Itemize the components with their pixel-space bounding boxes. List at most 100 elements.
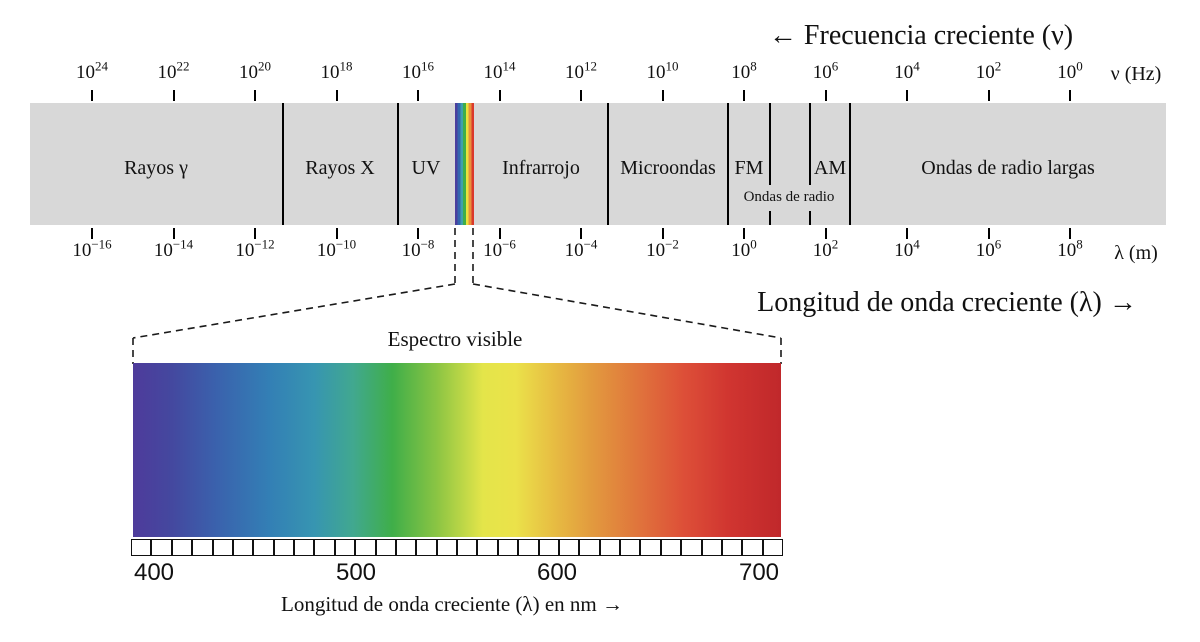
region-label-microondas: Microondas <box>620 157 716 179</box>
wavelength-tick-3 <box>335 228 338 239</box>
frequency-tick-11 <box>987 90 990 101</box>
frequency-label-7: 1010 <box>646 58 679 83</box>
ruler-cell-25 <box>640 539 661 556</box>
wavelength-label-0: 10−16 <box>72 236 112 261</box>
visible-light-strip <box>455 103 474 225</box>
band-divider-0 <box>282 103 284 225</box>
frequency-label-3: 1018 <box>320 58 353 83</box>
frequency-tick-6 <box>580 90 582 101</box>
wavelength-label-7: 10−2 <box>646 236 679 261</box>
frequency-tick-8 <box>743 90 745 101</box>
frequency-tick-1 <box>172 90 175 101</box>
region-label-uv: UV <box>411 157 441 179</box>
wavelength-tick-11 <box>987 228 990 239</box>
ruler-cell-5 <box>232 539 254 556</box>
frequency-axis-unit: ν (Hz) <box>1110 63 1162 85</box>
frequency-tick-10 <box>906 90 908 101</box>
frequency-label-12: 100 <box>1057 58 1083 83</box>
ruler-cell-11 <box>355 539 376 556</box>
region-label-am: AM <box>813 157 847 179</box>
ruler-cell-20 <box>538 539 559 556</box>
band-divider-1 <box>397 103 399 225</box>
ruler-cell-17 <box>477 539 498 556</box>
wavelength-tick-0 <box>91 228 93 239</box>
ruler-cell-12 <box>375 539 396 556</box>
wavelength-label-6: 10−4 <box>564 236 598 261</box>
wavelength-label-2: 10−12 <box>235 236 275 261</box>
wavelength-tick-8 <box>743 228 745 239</box>
wavelength-axis-unit: λ (m) <box>1114 242 1158 264</box>
ruler-cell-10 <box>334 539 356 556</box>
region-label-rayos-x: Rayos X <box>305 157 375 179</box>
nm-label-500: 500 <box>335 559 377 586</box>
wavelength-direction-heading: Longitud de onda creciente (λ) → <box>757 287 1137 318</box>
ruler-cell-22 <box>579 539 600 556</box>
frequency-label-4: 1016 <box>402 58 434 83</box>
region-label-fm: FM <box>734 157 764 179</box>
band-divider-3 <box>727 103 729 225</box>
frequency-tick-7 <box>661 90 664 101</box>
visible-spectrum-gradient <box>133 363 781 537</box>
band-divider-4-upper <box>769 103 771 185</box>
ruler-cell-23 <box>599 539 620 556</box>
wavelength-label-1: 10−14 <box>153 236 194 261</box>
wavelength-label-3: 10−10 <box>316 236 357 261</box>
wavelength-tick-5 <box>498 228 501 239</box>
frequency-label-6: 1012 <box>565 58 597 83</box>
frequency-tick-9 <box>824 90 827 101</box>
ruler-cell-16 <box>457 539 478 556</box>
ruler-cell-31 <box>762 539 783 556</box>
frequency-label-10: 104 <box>894 58 920 83</box>
frequency-label-2: 1020 <box>239 58 271 83</box>
ruler-cell-14 <box>416 539 437 556</box>
frequency-label-1: 1022 <box>157 58 190 83</box>
frequency-tick-2 <box>254 90 256 101</box>
region-label-rayos-gamma: Rayos γ <box>124 157 188 179</box>
frequency-tick-4 <box>417 90 419 101</box>
ruler-cell-30 <box>742 539 763 556</box>
ruler-cell-27 <box>681 539 702 556</box>
ruler-cell-15 <box>436 539 457 556</box>
visible-spectrum-title: Espectro visible <box>387 327 523 351</box>
frequency-tick-3 <box>335 90 338 101</box>
frequency-direction-heading: ← Frecuencia creciente (ν) <box>768 20 1074 51</box>
wavelength-label-5: 10−6 <box>483 236 516 261</box>
ruler-cell-9 <box>314 539 335 556</box>
nm-ruler <box>131 539 783 556</box>
frequency-label-8: 108 <box>731 58 757 83</box>
ruler-cell-19 <box>518 539 539 556</box>
band-divider-4-lower <box>769 211 771 225</box>
ruler-cell-21 <box>558 539 580 556</box>
frequency-label-0: 1024 <box>76 58 108 83</box>
ruler-cell-8 <box>294 539 315 556</box>
wavelength-tick-10 <box>906 228 908 239</box>
wavelength-tick-4 <box>417 228 419 239</box>
frequency-label-9: 106 <box>812 58 839 83</box>
frequency-tick-5 <box>498 90 501 101</box>
ruler-cell-26 <box>660 539 682 556</box>
spectrum-band: Rayos γ Rayos X UV Infrarrojo Microondas FM AM… <box>30 103 1166 225</box>
ruler-cell-1 <box>151 539 172 556</box>
wavelength-tick-7 <box>661 228 664 239</box>
ruler-cell-7 <box>273 539 294 556</box>
wavelength-tick-6 <box>580 228 582 239</box>
region-label-ondas-de-radio: Ondas de radio <box>743 189 835 205</box>
frequency-tick-0 <box>91 90 93 101</box>
ruler-cell-6 <box>253 539 274 556</box>
nm-label-700: 700 <box>738 559 780 586</box>
band-divider-5-upper <box>809 103 811 185</box>
band-divider-5-lower <box>809 211 811 225</box>
wavelength-label-4: 10−8 <box>401 236 435 261</box>
ruler-cell-28 <box>701 539 722 556</box>
wavelength-label-12: 108 <box>1057 236 1083 261</box>
wavelength-tick-9 <box>824 228 827 239</box>
ruler-cell-4 <box>212 539 233 556</box>
wavelength-label-11: 106 <box>975 236 1002 261</box>
wavelength-tick-2 <box>254 228 256 239</box>
nm-axis-caption: Longitud de onda creciente (λ) en nm → <box>281 592 623 616</box>
wavelength-label-8: 100 <box>731 236 757 261</box>
region-label-ondas-de-radio-largas: Ondas de radio largas <box>921 157 1095 179</box>
nm-label-600: 600 <box>536 559 578 586</box>
ruler-cell-18 <box>497 539 519 556</box>
ruler-cell-0 <box>131 539 152 556</box>
